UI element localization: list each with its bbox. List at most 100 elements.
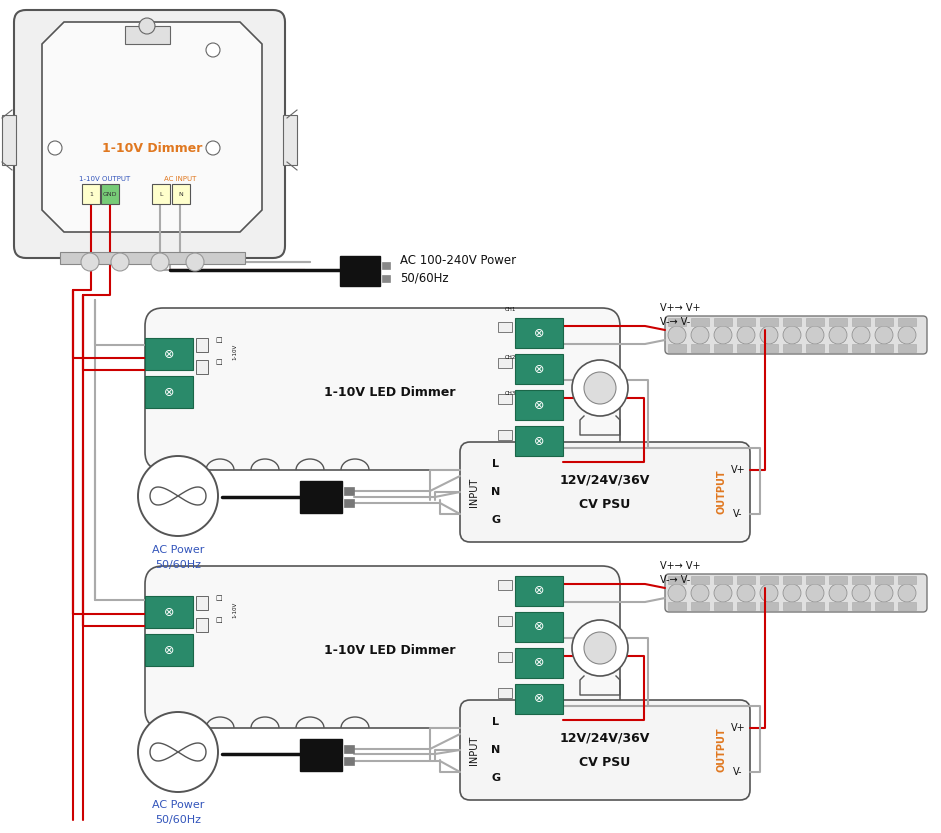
Text: CH3: CH3 (504, 391, 516, 396)
Bar (829, 602, 847, 610)
Bar (515, 354, 563, 384)
Bar (737, 576, 755, 584)
Bar (852, 602, 870, 610)
Text: AC 100-240V Power: AC 100-240V Power (400, 253, 516, 267)
Bar (145, 338, 193, 370)
Bar (300, 739, 342, 771)
Bar (760, 344, 778, 352)
Text: ⊗: ⊗ (534, 327, 544, 340)
Bar (852, 318, 870, 326)
Bar (382, 262, 390, 269)
FancyBboxPatch shape (14, 10, 285, 258)
Text: □: □ (215, 359, 222, 365)
Bar (829, 576, 847, 584)
Bar (806, 344, 824, 352)
Bar (714, 602, 732, 610)
Bar (515, 612, 563, 642)
Bar (515, 426, 563, 456)
Text: L: L (159, 192, 163, 197)
Text: V+→ V+: V+→ V+ (660, 303, 700, 313)
Text: V-→ V-: V-→ V- (660, 317, 691, 327)
Circle shape (852, 584, 870, 602)
Text: ⊗: ⊗ (534, 435, 544, 447)
Text: ⊗: ⊗ (534, 621, 544, 634)
Text: INPUT: INPUT (469, 736, 479, 765)
Circle shape (81, 253, 99, 271)
Text: 1-10V Dimmer: 1-10V Dimmer (102, 142, 202, 154)
Text: AC Power: AC Power (152, 800, 204, 810)
Bar (760, 318, 778, 326)
Bar (691, 318, 709, 326)
Text: V+→ V+: V+→ V+ (660, 561, 700, 571)
Bar (852, 576, 870, 584)
FancyBboxPatch shape (460, 442, 750, 542)
Bar (498, 394, 512, 404)
Text: ⊗: ⊗ (164, 386, 174, 398)
Circle shape (898, 326, 916, 344)
Text: 50/60Hz: 50/60Hz (155, 560, 201, 570)
Bar (300, 481, 342, 513)
Circle shape (584, 632, 616, 664)
Bar (515, 648, 563, 678)
Bar (875, 576, 893, 584)
Bar (829, 344, 847, 352)
Bar (829, 318, 847, 326)
Bar (898, 602, 916, 610)
Bar (783, 602, 801, 610)
Bar (806, 602, 824, 610)
Bar (691, 344, 709, 352)
Bar (498, 430, 512, 440)
Text: G: G (491, 773, 501, 783)
Bar (714, 576, 732, 584)
Bar (382, 275, 390, 282)
Polygon shape (42, 22, 262, 232)
Bar (145, 634, 193, 666)
Bar (196, 596, 208, 610)
Circle shape (875, 584, 893, 602)
Bar (668, 318, 686, 326)
Bar (283, 115, 297, 165)
Circle shape (760, 326, 778, 344)
Text: ⊗: ⊗ (534, 362, 544, 376)
Circle shape (139, 18, 155, 34)
Bar (82, 184, 100, 204)
Text: ⊗: ⊗ (534, 656, 544, 670)
Bar (344, 745, 354, 753)
Text: □: □ (215, 617, 222, 623)
Bar (875, 602, 893, 610)
Text: V-→ V-: V-→ V- (660, 575, 691, 585)
Bar (340, 256, 380, 286)
Circle shape (138, 456, 218, 536)
Circle shape (584, 372, 616, 404)
Bar (714, 318, 732, 326)
Text: V+: V+ (731, 465, 745, 475)
Circle shape (111, 253, 129, 271)
FancyBboxPatch shape (665, 574, 927, 612)
Bar (101, 184, 119, 204)
Bar (172, 184, 190, 204)
Bar (498, 580, 512, 590)
Text: 12V/24V/36V: 12V/24V/36V (560, 473, 650, 486)
Bar (668, 576, 686, 584)
Circle shape (783, 584, 801, 602)
Bar (498, 652, 512, 662)
FancyBboxPatch shape (460, 700, 750, 800)
Text: GND: GND (103, 192, 118, 197)
Text: CV PSU: CV PSU (580, 756, 630, 769)
Text: 1-10V LED Dimmer: 1-10V LED Dimmer (325, 644, 455, 656)
Bar (515, 684, 563, 714)
Bar (691, 602, 709, 610)
Bar (737, 318, 755, 326)
Text: OUTPUT: OUTPUT (717, 728, 727, 772)
Text: ⊗: ⊗ (534, 585, 544, 597)
Bar (152, 184, 170, 204)
Text: L: L (492, 459, 500, 469)
Text: L: L (492, 717, 500, 727)
Circle shape (737, 584, 755, 602)
Bar (852, 344, 870, 352)
Circle shape (572, 360, 628, 416)
Text: 1-10V LED Dimmer: 1-10V LED Dimmer (325, 386, 455, 398)
Text: 1: 1 (89, 192, 93, 197)
FancyBboxPatch shape (665, 316, 927, 354)
Circle shape (572, 620, 628, 676)
